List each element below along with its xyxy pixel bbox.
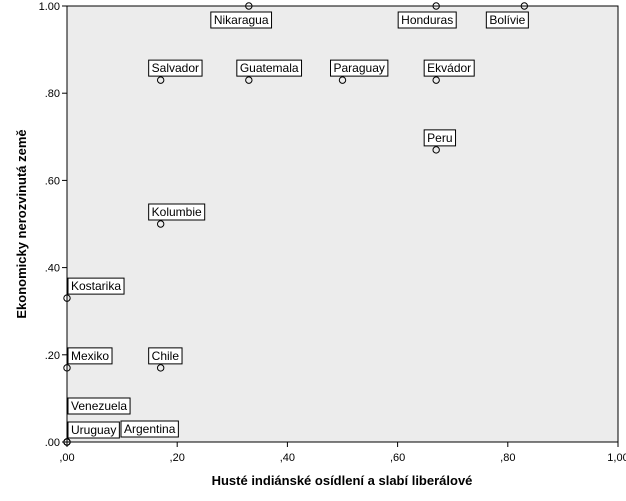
point-label: Salvador [148,59,203,77]
y-tick-label: 1.00 [39,1,60,13]
data-point [156,76,165,84]
point-label: Honduras [397,11,457,29]
point-label-text: Honduras [401,13,453,27]
y-axis: .00 .20 .40 .60 .80 1.00 [39,1,67,449]
point-label-text: Kostarika [71,279,121,293]
point-label: Nikaragua [210,11,273,29]
point-label-text: Salvador [152,61,199,75]
point-label-text: Paraguay [334,61,385,75]
data-point [245,76,253,84]
y-tick-label: .60 [45,175,60,187]
data-point [520,2,529,10]
point-label-box [423,59,475,77]
point-label-box [67,347,113,365]
point-label-text: Bolívie [489,13,525,27]
data-point [432,76,440,84]
point-label-box [67,277,125,295]
point-label-text: Uruguay [71,423,116,437]
x-tick-label: ,20 [170,452,185,464]
point-label-box [397,11,457,29]
point-label: Kostarika [67,277,125,295]
point-label-text: Nikaragua [214,13,269,27]
point-label: Ekvádor [423,59,475,77]
x-axis-title: Husté indiánské osídlení a slabí liberál… [212,473,473,488]
x-tick-label: ,00 [59,452,74,464]
data-point [156,220,165,228]
point-label-box [236,59,303,77]
point-label-text: Ekvádor [427,61,471,75]
point-label-text: Mexiko [71,349,109,363]
point-label-box [423,129,457,147]
points-layer: Nikaragua Honduras Bolívie Salvador Guatemal… [63,2,529,446]
point-label-box [148,59,203,77]
y-axis-title: Ekonomicky nerozvinutá země [14,129,29,318]
x-tick-label: ,80 [500,452,515,464]
data-point [338,76,347,84]
point-label-box [210,11,273,29]
point-label: Guatemala [236,59,303,77]
point-label-box [485,11,529,29]
x-axis: ,00 ,20 ,40 ,60 ,80 1,00 [59,442,626,464]
point-label: Chile [148,347,183,365]
point-label: Bolívie [485,11,529,29]
data-point [432,2,440,10]
x-tick-label: ,40 [280,452,295,464]
point-label-text: Argentina [124,422,176,436]
data-point [245,2,253,10]
point-label-box [148,347,183,365]
point-label-text: Peru [427,131,452,145]
data-point [63,364,71,372]
point-label-text: Guatemala [240,61,299,75]
x-tick-label: ,60 [390,452,405,464]
data-point [432,146,440,154]
point-label: Paraguay [330,59,389,77]
point-label-box [330,59,389,77]
point-label-text: Chile [152,349,180,363]
point-label: Mexiko [67,347,113,365]
point-label-box [67,421,120,439]
point-label: Uruguay [67,421,120,439]
point-label: Peru [423,129,457,147]
data-point [156,364,165,372]
point-label-text: Kolumbie [152,205,202,219]
x-tick-label: 1,00 [607,452,626,464]
point-label: Kolumbie [148,203,206,221]
point-label-box [67,397,131,415]
point-label: Argentina [120,420,179,438]
point-label-box [148,203,206,221]
data-point [63,438,71,446]
y-tick-label: .40 [45,263,60,275]
point-label-text: Venezuela [71,399,127,413]
y-tick-label: .20 [45,350,60,362]
data-point [63,294,71,302]
y-tick-label: .00 [45,437,60,449]
point-label-box [120,420,179,438]
y-tick-label: .80 [45,88,60,100]
plot-area [66,5,619,443]
point-label: Venezuela [67,397,131,415]
